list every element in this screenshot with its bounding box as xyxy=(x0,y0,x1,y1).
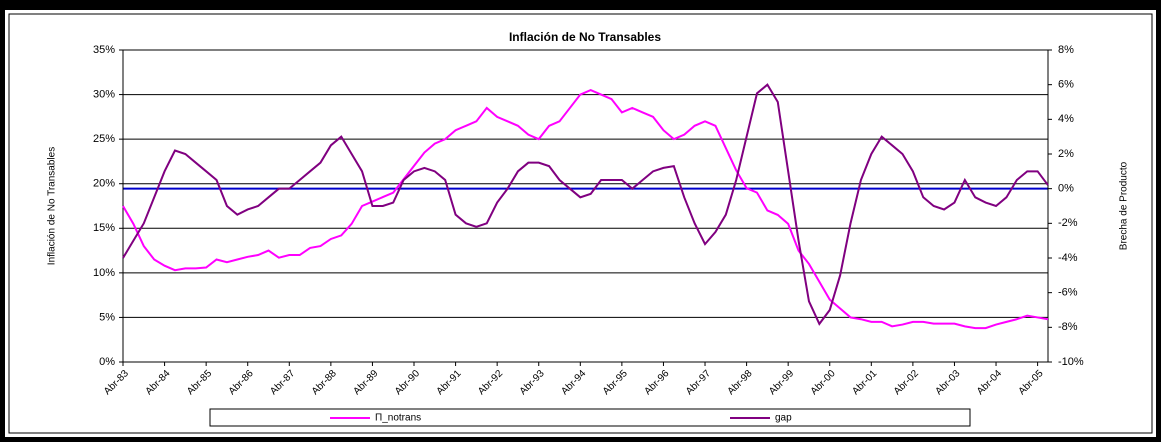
y2-tick-label: -2% xyxy=(1058,217,1078,229)
y2-tick-label: 8% xyxy=(1058,44,1074,56)
y-tick-label: 0% xyxy=(99,356,115,368)
y2-tick-label: 2% xyxy=(1058,148,1074,160)
y2-tick-label: -10% xyxy=(1058,356,1084,368)
y-tick-label: 15% xyxy=(93,222,115,234)
legend-box xyxy=(209,408,971,427)
y-axis-label: Inflación de No Transables xyxy=(47,147,58,265)
series-line xyxy=(122,83,1049,326)
y2-tick-label: -4% xyxy=(1058,252,1078,264)
y-tick-label: 35% xyxy=(93,44,115,56)
y2-tick-label: -8% xyxy=(1058,321,1078,333)
y-tick-label: 25% xyxy=(93,133,115,145)
y-tick-label: 20% xyxy=(93,178,115,190)
y2-tick-label: 4% xyxy=(1058,113,1074,125)
inner-frame xyxy=(8,13,1153,434)
legend-label: gap xyxy=(775,413,792,424)
y-tick-label: 5% xyxy=(99,311,115,323)
y2-axis-label: Brecha de Producto xyxy=(1119,161,1130,250)
y-tick-label: 30% xyxy=(93,88,115,100)
series-line xyxy=(122,89,1049,330)
y2-tick-label: -6% xyxy=(1058,287,1078,299)
chart-title: Inflación de No Transables xyxy=(509,30,661,44)
legend-label: Π_notrans xyxy=(375,413,421,424)
y2-tick-label: 0% xyxy=(1058,183,1074,195)
y2-tick-label: 6% xyxy=(1058,79,1074,91)
y-tick-label: 10% xyxy=(93,267,115,279)
